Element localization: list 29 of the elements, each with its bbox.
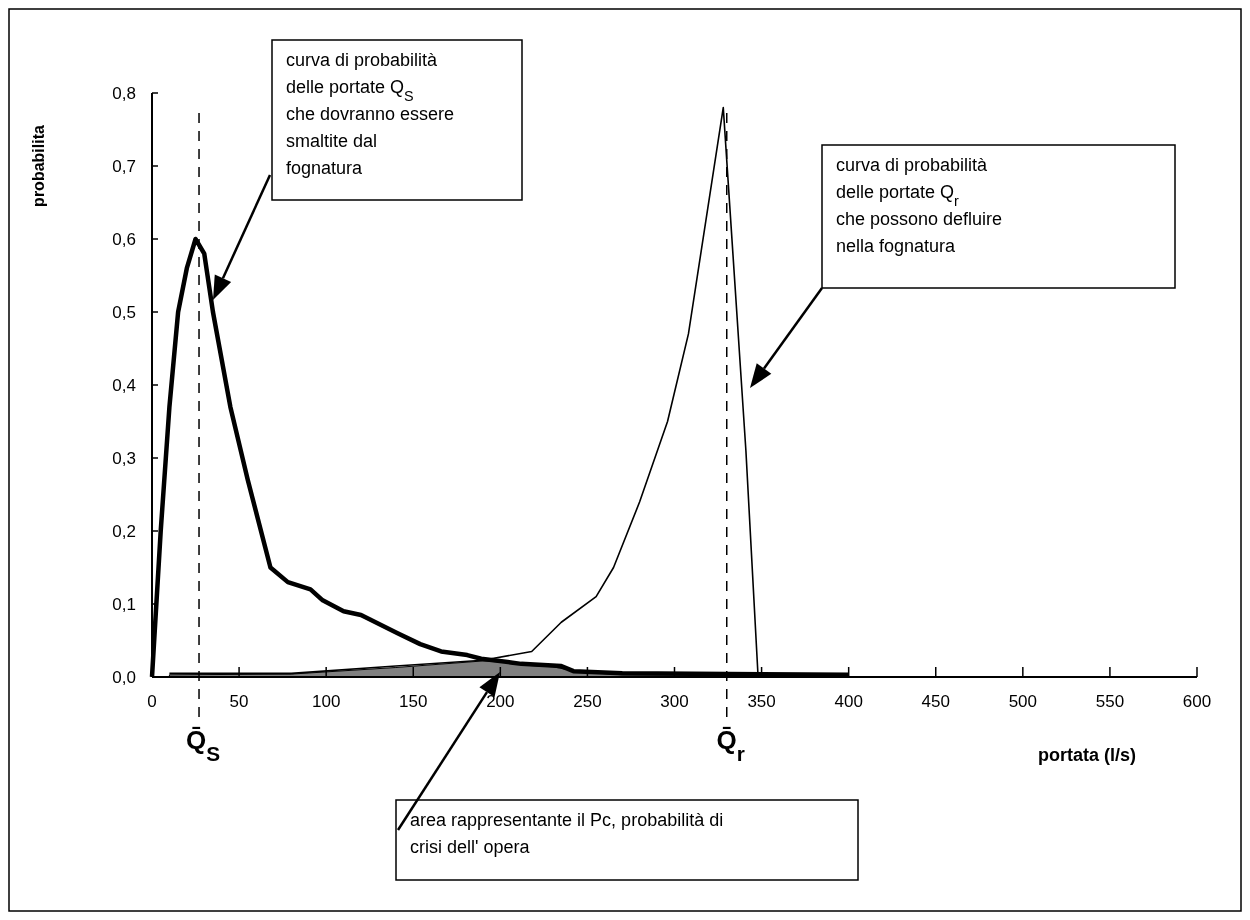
x-tick-label: 300 — [660, 692, 689, 711]
x-tick-label: 250 — [573, 692, 602, 711]
y-axis-title: probabilita — [30, 125, 47, 207]
x-tick-label: 200 — [486, 692, 515, 711]
ref-line-label: Q̄$_{r}$ — [716, 725, 745, 765]
x-tick-label: 600 — [1182, 692, 1212, 711]
annotation: curva di probabilità delle portate Q$_{S}$ che dovranno essere smaltite dal fognatura — [286, 50, 455, 178]
y-tick-label: 0,2 — [112, 522, 136, 541]
ref-line-label: Q̄$_{S}$ — [185, 725, 221, 765]
annotation: curva di probabilità delle portate Q$_{r}$ che possono defluire nella fognatura — [836, 155, 1003, 256]
x-tick-label: 100 — [311, 692, 341, 711]
x-tick-label: 550 — [1095, 692, 1125, 711]
x-tick-label: 150 — [399, 692, 428, 711]
x-tick-label: 450 — [921, 692, 950, 711]
y-tick-label: 0,6 — [112, 230, 136, 249]
y-tick-label: 0,8 — [112, 84, 136, 103]
x-tick-label: 500 — [1008, 692, 1038, 711]
x-tick-label: 50 — [229, 692, 249, 711]
y-tick-label: 0,1 — [112, 595, 136, 614]
x-tick-label: 350 — [747, 692, 776, 711]
x-tick-label: 0 — [147, 692, 157, 711]
y-tick-label: 0,0 — [112, 668, 136, 687]
y-tick-label: 0,3 — [112, 449, 136, 468]
y-tick-label: 0,5 — [112, 303, 136, 322]
x-axis-title: portata (l/s) — [1037, 745, 1137, 765]
text: area rappresentante il Pc, probabilità di crisi dell' opera — [410, 810, 724, 857]
y-tick-label: 0,4 — [112, 376, 136, 395]
x-tick-label: 400 — [834, 692, 863, 711]
y-tick-label: 0,7 — [112, 157, 136, 176]
